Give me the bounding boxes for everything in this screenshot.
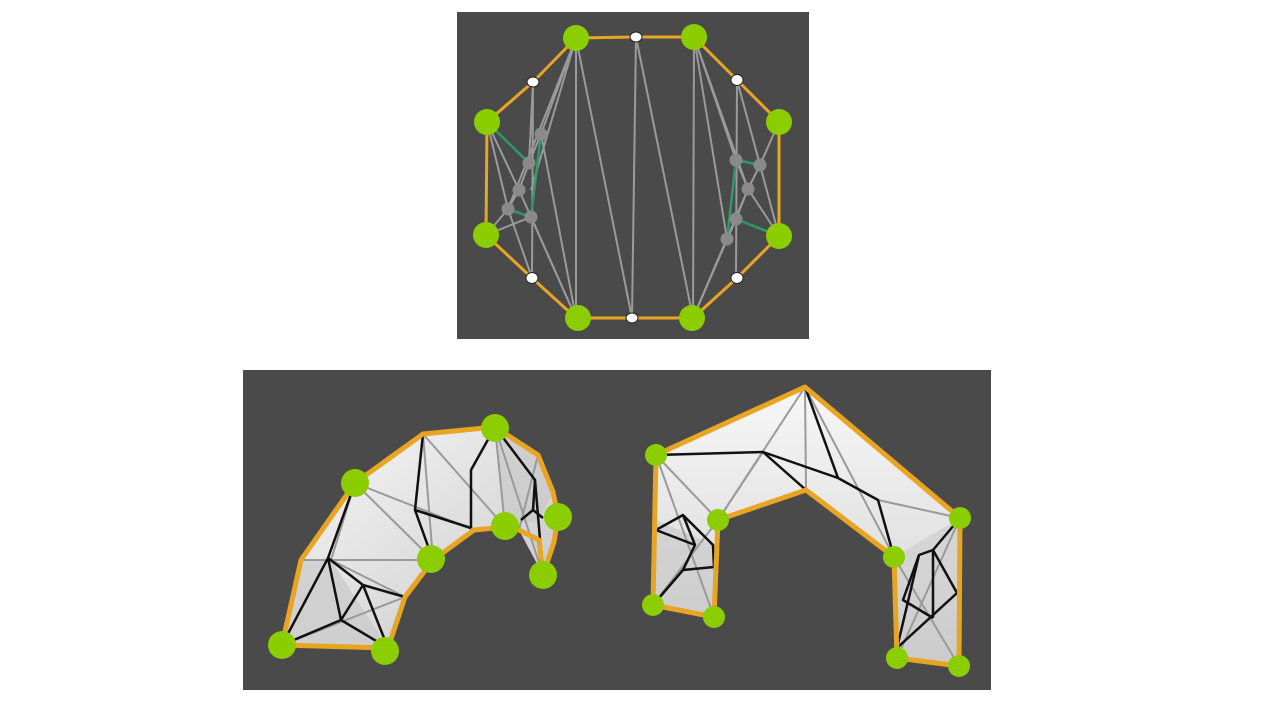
interior-vertex — [729, 212, 743, 226]
corner-vertex — [949, 507, 971, 529]
corner-vertex — [681, 24, 707, 50]
arch-surface — [268, 414, 572, 665]
corner-vertex — [883, 546, 905, 568]
corner-vertex — [703, 606, 725, 628]
midpoint-vertices — [525, 31, 744, 324]
midpoint-vertex — [730, 74, 744, 86]
gate-vertices — [642, 444, 971, 677]
arch-fold-edges — [280, 426, 545, 650]
corner-vertex — [707, 509, 729, 531]
corner-vertex — [645, 444, 667, 466]
midpoint-vertex — [525, 272, 539, 284]
interior-vertex — [501, 202, 515, 216]
corner-vertices — [473, 24, 792, 331]
gate-surface — [642, 384, 971, 677]
corner-vertex — [268, 631, 296, 659]
flat-mesh-panel — [457, 12, 809, 339]
gate-surface-fill — [653, 387, 960, 666]
corner-vertex — [679, 305, 705, 331]
corner-vertex — [341, 469, 369, 497]
corner-vertex — [481, 414, 509, 442]
arch-mesh-edges — [281, 426, 544, 649]
folded-surfaces-panel — [243, 370, 991, 690]
interior-vertex — [522, 156, 536, 170]
interior-vertex — [524, 210, 538, 224]
corner-vertex — [544, 503, 572, 531]
corner-vertex — [948, 655, 970, 677]
midpoint-vertex — [625, 312, 639, 324]
interior-vertex — [534, 127, 548, 141]
corner-vertex — [886, 647, 908, 669]
interior-vertices — [501, 127, 767, 246]
corner-vertex — [474, 109, 500, 135]
interior-vertex — [720, 232, 734, 246]
interior-vertex — [729, 153, 743, 167]
corner-vertex — [417, 545, 445, 573]
corner-vertex — [766, 109, 792, 135]
midpoint-vertex — [526, 76, 540, 88]
corner-vertex — [371, 637, 399, 665]
corner-vertex — [642, 594, 664, 616]
shaded-facet — [495, 427, 553, 527]
corner-vertex — [491, 512, 519, 540]
flat-mesh-diagram — [457, 12, 809, 339]
interior-vertex — [741, 182, 755, 196]
corner-vertex — [565, 305, 591, 331]
arch-boundary — [281, 524, 546, 651]
corner-vertex — [529, 561, 557, 589]
corner-vertex — [473, 222, 499, 248]
interior-vertex — [512, 183, 526, 197]
folded-surfaces-diagram — [243, 370, 991, 690]
corner-vertex — [563, 25, 589, 51]
midpoint-vertex — [730, 272, 744, 284]
shaded-facet — [282, 560, 388, 648]
midpoint-vertex — [629, 31, 643, 43]
gate-fold-edges — [652, 386, 961, 649]
interior-vertex — [753, 158, 767, 172]
arch-vertices — [268, 414, 572, 665]
corner-vertex — [766, 223, 792, 249]
